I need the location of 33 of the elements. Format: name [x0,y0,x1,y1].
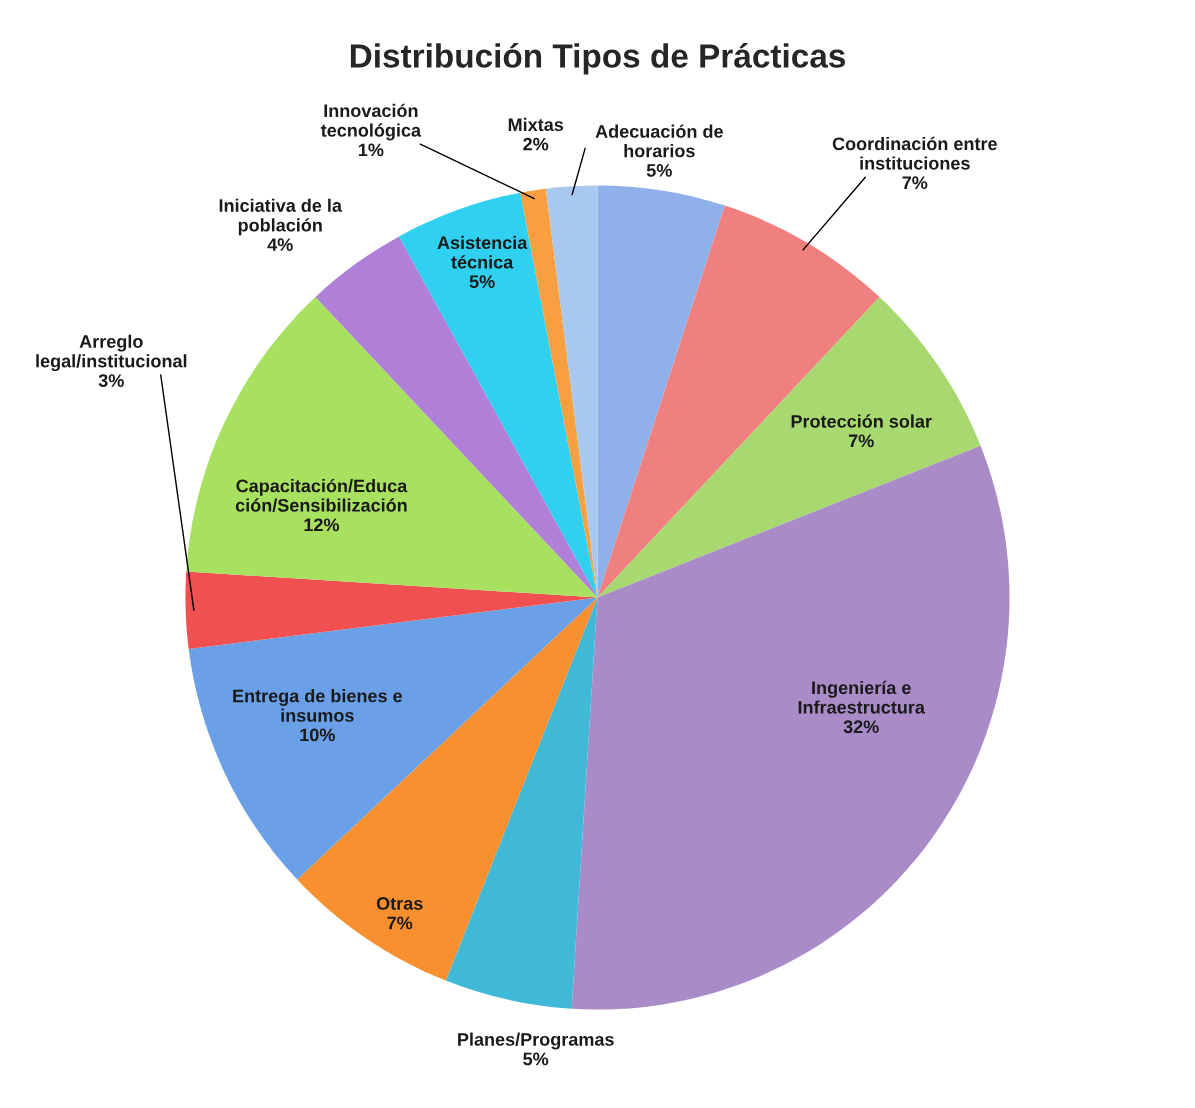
slice-label: Iniciativa de la población [219,198,343,236]
data-label: 7% [387,916,413,930]
data-label: 12% [304,518,340,532]
slice-label: Entrega de bienes e insumos [233,689,402,722]
data-label: 5% [646,164,672,177]
data-label: 32% [843,720,879,734]
slice-label: Innovación tecnológica [320,103,422,141]
pie-slice [188,597,598,880]
slice-label: Capacitación/Educa ción/Sensibilización [235,478,408,512]
slice-label: Asistencia técnica [437,235,528,269]
slice-label: Protección solar [791,414,932,428]
slice-label: Arreglo legal/institucional [36,334,187,372]
data-label: 5% [469,275,495,289]
slice-label: Otras [376,897,423,910]
pie-slice [185,571,598,650]
data-label: 2% [523,137,549,151]
pie-slice [186,297,598,598]
data-label: 7% [902,176,928,190]
chart-title: Distribución Tipos de Prácticas [350,43,845,75]
slice-label: Adecuación de horarios [595,124,723,158]
data-label: 5% [523,1052,549,1066]
data-label: 3% [98,374,124,387]
pie-slice [445,597,598,1009]
data-label: 10% [300,728,335,742]
slice-label: Mixtas [508,117,564,132]
slice-label: Coordinación entre instituciones [832,136,997,170]
slice-label: Planes/Programas [458,1032,614,1050]
pie-slice [545,185,598,598]
data-label: 1% [358,143,384,157]
pie-slice [597,297,981,598]
slice-label: Ingeniería e Infraestructura [798,680,926,714]
data-label: 7% [848,434,874,448]
data-label: 4% [267,238,293,251]
